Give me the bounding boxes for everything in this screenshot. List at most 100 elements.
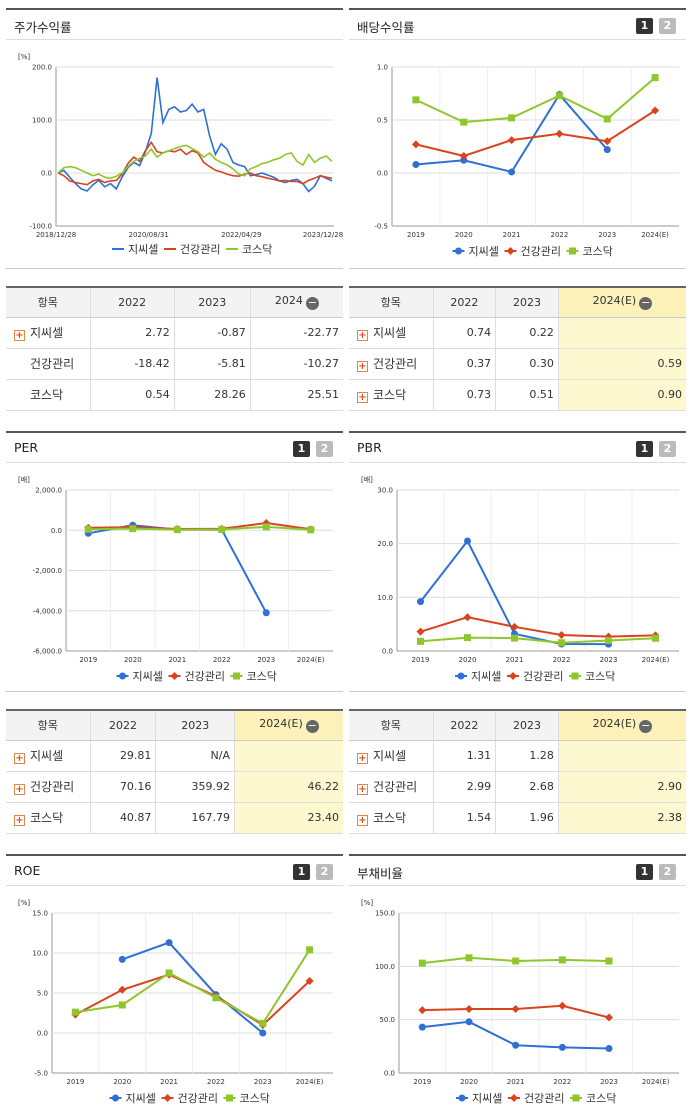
y-tick-label: 10.0 <box>32 950 48 958</box>
page-2-button[interactable]: 2 <box>316 864 333 880</box>
pbr-svg: [배] 30.0 20.0 10.0 0.0 2019 2020 2021 2022 2023 20… <box>361 475 679 683</box>
point-marker <box>165 939 173 947</box>
value-cell: 359.92 <box>155 771 235 803</box>
collapse-icon[interactable]: − <box>305 719 319 734</box>
table-row: + 지씨셀 1.31 1.28 <box>349 740 686 772</box>
expand-plus-icon[interactable]: + <box>357 753 368 764</box>
panel-title: 부채비율 <box>357 866 404 881</box>
point-marker <box>460 118 468 126</box>
panel-title: PER <box>14 440 39 455</box>
value-cell <box>234 740 343 772</box>
x-tick-label: 2021 <box>507 1078 525 1086</box>
point-marker <box>262 609 270 617</box>
value-cell: 0.73 <box>432 379 496 411</box>
point-marker <box>84 525 92 533</box>
x-tick-label: 2024(E) <box>642 656 670 664</box>
pbr-chart: [배] 30.0 20.0 10.0 0.0 2019 2020 2021 2022 2023 20… <box>349 463 686 692</box>
column-header-label: 항목 <box>380 296 401 310</box>
page-1-button[interactable]: 1 <box>636 18 653 34</box>
value-cell: 2.72 <box>89 317 175 349</box>
point-marker <box>508 168 516 176</box>
spacer <box>14 357 25 368</box>
row-label-cell: + 지씨셀 <box>6 317 90 349</box>
debt-ratio-svg: [%]150.0 100.0 50.0 0.0 2019 2020 2021 2022 2023… <box>361 899 679 1105</box>
legend-label: 코스닥 <box>240 1092 270 1105</box>
point-marker <box>603 137 612 146</box>
legend-label: 지씨셀 <box>126 1092 156 1105</box>
table-row: + 코스닥 0.73 0.51 0.90 <box>349 379 686 411</box>
point-marker <box>463 613 472 622</box>
table-row: + 코스닥 40.87 167.79 23.40 <box>6 802 343 834</box>
column-header: 항목 <box>6 710 90 741</box>
expand-plus-icon[interactable]: + <box>357 361 368 372</box>
row-label: 코스닥 <box>373 388 407 402</box>
value-cell: 0.51 <box>495 379 559 411</box>
point-marker <box>507 136 516 145</box>
series-line <box>57 140 333 186</box>
y-tick-label: 0.0 <box>41 170 52 178</box>
expand-plus-icon[interactable]: + <box>14 815 25 826</box>
point-marker <box>603 146 611 154</box>
point-marker <box>605 1044 613 1052</box>
pbr-panel: PBR 1 2 [배] 30.0 20.0 10.0 0.0 2019 2020 2021 20… <box>349 431 686 692</box>
column-header-label: 2023 <box>513 295 542 309</box>
x-tick-label: 2023 <box>257 656 275 664</box>
y-tick-label: 0.0 <box>51 527 62 535</box>
value-cell: 1.54 <box>432 802 496 834</box>
value-cell: 29.81 <box>89 740 156 772</box>
collapse-icon[interactable]: − <box>639 719 653 734</box>
row-label: 건강관리 <box>373 780 418 794</box>
x-tick-label: 2023 <box>600 656 618 664</box>
value-cell: 0.54 <box>89 379 175 411</box>
row-label: 지씨셀 <box>373 326 407 340</box>
series-line <box>88 525 311 531</box>
page-2-button[interactable]: 2 <box>316 441 333 457</box>
collapse-icon[interactable]: − <box>305 296 319 311</box>
table-header-row: 항목 2022 2023 2024(E) − <box>349 287 686 318</box>
page-1-button[interactable]: 1 <box>636 864 653 880</box>
page-1-button[interactable]: 1 <box>293 441 310 457</box>
column-header-label: 2022 <box>450 718 479 732</box>
table-header-row: 항목 2022 2023 2024(E) − <box>6 710 343 741</box>
x-tick-label: 2019 <box>412 656 430 664</box>
expand-plus-icon[interactable]: + <box>14 753 25 764</box>
value-cell: 25.51 <box>249 379 343 411</box>
expand-plus-icon[interactable]: + <box>357 330 368 341</box>
point-marker <box>118 1001 126 1009</box>
row-label-cell: 코스닥 <box>6 379 90 411</box>
table-row: + 지씨셀 29.81 N/A <box>6 740 343 772</box>
expand-plus-icon[interactable]: + <box>357 815 368 826</box>
point-marker <box>129 525 137 533</box>
point-marker <box>212 994 220 1002</box>
expand-plus-icon[interactable]: + <box>14 330 25 341</box>
legend-label: 건강관리 <box>178 1092 218 1105</box>
page-2-button[interactable]: 2 <box>659 864 676 880</box>
row-label-cell: + 건강관리 <box>349 771 433 803</box>
panel-header: ROE 1 2 <box>6 856 343 886</box>
value-cell: 167.79 <box>155 802 235 834</box>
page-1-button[interactable]: 1 <box>293 864 310 880</box>
series-line <box>121 941 264 1034</box>
point-marker <box>465 1018 473 1026</box>
y-tick-label: -2,000.0 <box>33 567 62 575</box>
x-tick-label: 2020 <box>460 1078 478 1086</box>
dividend-svg: 1.0 0.5 0.0 -0.5 2019 2020 2021 2022 2023 2024(E)… <box>374 64 679 258</box>
legend-label: 지씨셀 <box>469 245 499 258</box>
page-1-button[interactable]: 1 <box>636 441 653 457</box>
collapse-icon[interactable]: − <box>639 296 653 311</box>
value-cell: 1.96 <box>495 802 559 834</box>
x-tick-label: 2021 <box>160 1078 178 1086</box>
expand-plus-icon[interactable]: + <box>357 784 368 795</box>
page-2-button[interactable]: 2 <box>659 441 676 457</box>
panel-header: PBR 1 2 <box>349 433 686 463</box>
column-header: 항목 <box>6 287 90 318</box>
table-row: + 코스닥 1.54 1.96 2.38 <box>349 802 686 834</box>
point-marker <box>218 525 226 533</box>
point-marker <box>464 537 471 545</box>
y-tick-label: 30.0 <box>377 487 393 495</box>
expand-plus-icon[interactable]: + <box>14 784 25 795</box>
page-2-button[interactable]: 2 <box>659 18 676 34</box>
x-tick-label: 2022 <box>551 231 569 239</box>
expand-plus-icon[interactable]: + <box>357 392 368 403</box>
row-label-cell: + 지씨셀 <box>6 740 90 772</box>
